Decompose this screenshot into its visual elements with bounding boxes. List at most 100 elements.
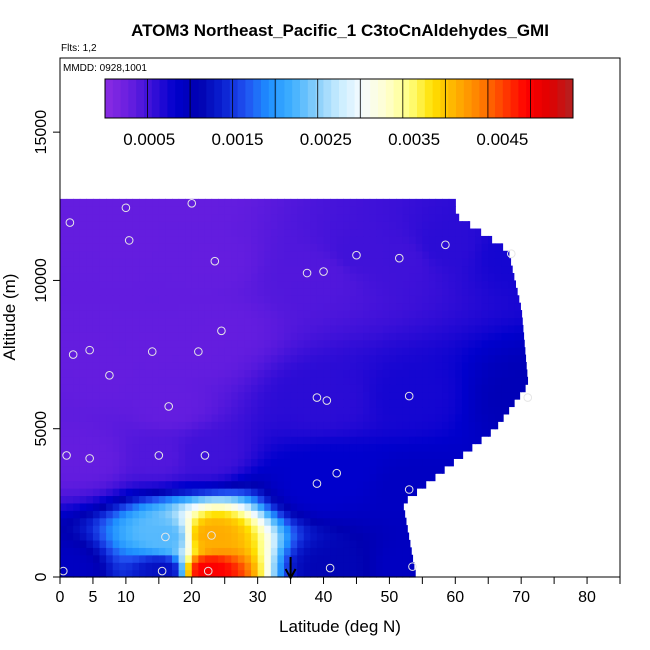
field-cell [323,287,331,296]
field-cell [435,198,443,207]
field-cell [237,502,246,511]
field-cell [297,369,305,378]
field-cell [251,250,259,259]
field-cell [448,317,456,326]
field-cell [60,421,68,430]
field-cell [125,547,134,556]
field-cell [204,213,213,222]
field-cell [119,347,127,356]
field-cell [139,206,147,215]
field-cell [363,354,371,363]
field-cell [435,235,443,244]
field-cell [277,376,285,385]
field-cell [185,221,193,230]
field-cell [211,354,219,363]
field-cell [139,525,147,534]
field-cell [99,250,107,259]
field-cell [330,376,338,385]
field-cell [455,310,463,319]
field-cell [448,450,456,459]
field-cell [165,361,173,370]
x-tick-label: 0 [56,589,65,606]
field-cell [139,517,147,526]
field-cell [152,361,160,370]
field-cell [73,310,81,319]
field-cell [152,399,160,408]
field-cell [270,295,279,304]
field-cell [172,443,180,452]
field-cell [376,554,384,563]
field-cell [237,532,246,541]
field-cell [277,310,285,319]
field-cell [402,532,410,541]
field-cell [409,347,417,356]
field-cell [231,525,239,534]
field-cell [409,399,417,408]
field-cell [363,399,371,408]
field-cell [455,280,463,289]
field-cell [172,324,180,333]
field-cell [409,562,415,571]
field-cell [185,443,193,452]
field-cell [330,539,338,548]
field-cell [514,287,518,296]
field-cell [409,243,417,252]
field-cell [251,473,259,482]
field-cell [204,495,213,504]
field-cell [297,465,305,474]
field-cell [218,554,226,563]
field-cell [178,206,186,215]
field-cell [66,258,74,267]
field-cell [172,287,180,296]
field-cell [125,413,134,422]
field-cell [119,436,127,445]
field-cell [428,213,437,222]
field-cell [402,310,410,319]
field-cell [297,339,305,348]
field-cell [330,443,338,452]
field-cell [264,250,272,259]
field-cell [119,228,127,237]
field-cell [409,310,417,319]
field-cell [198,280,206,289]
field-cell [376,436,384,445]
field-cell [178,324,186,333]
field-cell [66,206,74,215]
field-cell [178,198,186,207]
field-cell [191,287,199,296]
field-cell [132,539,140,548]
field-cell [455,295,463,304]
field-cell [270,539,279,548]
field-cell [442,324,450,333]
field-cell [264,532,272,541]
field-cell [204,517,213,526]
field-cell [224,369,232,378]
colorbar-swatch [471,79,480,118]
field-cell [244,406,252,415]
field-cell [139,280,147,289]
field-cell [139,235,147,244]
field-cell [297,332,305,341]
field-cell [152,265,160,274]
field-cell [251,206,259,215]
field-cell [125,450,134,459]
field-cell [396,539,404,548]
field-cell [323,421,331,430]
field-cell [389,273,397,282]
field-cell [448,458,454,467]
field-cell [475,295,483,304]
field-cell [270,347,279,356]
field-cell [237,206,246,215]
field-cell [257,539,265,548]
field-cell [257,265,265,274]
field-cell [323,384,331,393]
data-point [157,566,167,576]
field-cell [363,458,371,467]
field-cell [376,428,384,437]
field-cell [224,198,232,207]
field-cell [218,495,226,504]
field-cell [79,532,87,541]
field-cell [257,295,265,304]
field-cell [73,450,81,459]
field-cell [415,332,423,341]
